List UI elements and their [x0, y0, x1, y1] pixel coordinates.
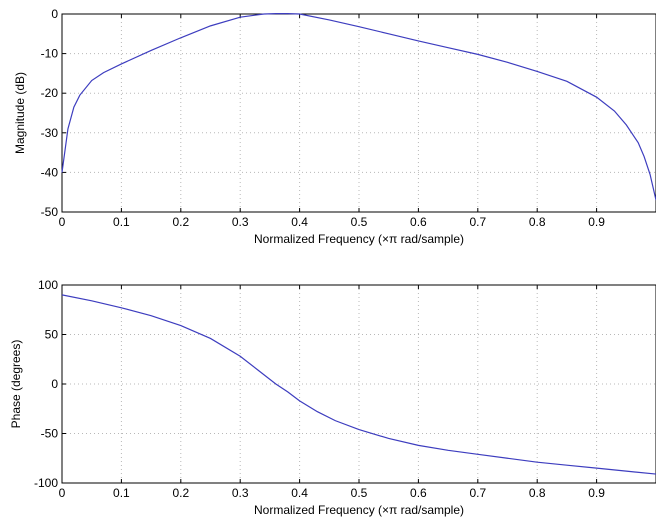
- magnitude-subplot: 0 0.1 0.2 0.3 0.4 0.5 0.6 0.7 0.8 0.9 0 -10 -20 -30 -4…: [13, 7, 656, 246]
- magnitude-y-tick-label: -50: [41, 205, 59, 219]
- phase-y-tick-label: 100: [38, 278, 58, 292]
- magnitude-x-tick-label: 0.1: [113, 215, 130, 229]
- phase-y-tick-label: 50: [45, 328, 59, 342]
- magnitude-y-tick-label: -30: [41, 126, 59, 140]
- magnitude-x-tick-label: 0.8: [529, 215, 546, 229]
- magnitude-x-tick-label: 0.6: [410, 215, 427, 229]
- phase-ylabel: Phase (degrees): [9, 340, 23, 429]
- magnitude-y-tick-label: -10: [41, 47, 59, 61]
- magnitude-x-tick-label: 0.9: [588, 215, 605, 229]
- phase-x-tick-label: 0.5: [351, 486, 368, 500]
- phase-grid: [62, 285, 656, 483]
- phase-y-tick-label: -50: [41, 427, 59, 441]
- phase-series: [61, 294, 656, 475]
- magnitude-ylabel: Magnitude (dB): [13, 72, 27, 154]
- magnitude-grid: [62, 14, 656, 212]
- phase-y-tick-label: 0: [51, 377, 58, 391]
- phase-x-tick-label: 0: [59, 486, 66, 500]
- phase-x-tick-label: 0.6: [410, 486, 427, 500]
- magnitude-x-tick-label: 0.7: [469, 215, 486, 229]
- phase-x-tick-label: 0.7: [469, 486, 486, 500]
- phase-response-line: [61, 294, 656, 475]
- phase-x-tick-label: 0.9: [588, 486, 605, 500]
- phase-x-tick-label: 0.1: [113, 486, 130, 500]
- magnitude-x-tick-label: 0.5: [351, 215, 368, 229]
- phase-xlabel: Normalized Frequency (×π rad/sample): [254, 503, 464, 517]
- phase-y-tick-label: -100: [34, 476, 58, 490]
- phase-x-tick-label: 0.8: [529, 486, 546, 500]
- phase-x-tick-label: 0.2: [172, 486, 189, 500]
- magnitude-x-tick-label: 0.4: [291, 215, 308, 229]
- phase-x-tick-label: 0.4: [291, 486, 308, 500]
- phase-subplot: 0 0.1 0.2 0.3 0.4 0.5 0.6 0.7 0.8 0.9 100 50 0 -50 -10…: [9, 278, 656, 517]
- magnitude-response-line: [61, 13, 656, 201]
- magnitude-y-tick-label: -40: [41, 165, 59, 179]
- magnitude-series: [61, 13, 656, 201]
- magnitude-x-tick-label: 0.2: [172, 215, 189, 229]
- phase-x-tick-label: 0.3: [232, 486, 249, 500]
- phase-ticks: 0 0.1 0.2 0.3 0.4 0.5 0.6 0.7 0.8 0.9 100 50 0 -50 -10…: [34, 278, 605, 500]
- magnitude-y-tick-label: -20: [41, 86, 59, 100]
- magnitude-x-tick-label: 0: [59, 215, 66, 229]
- magnitude-y-tick-label: 0: [51, 7, 58, 21]
- magnitude-x-tick-label: 0.3: [232, 215, 249, 229]
- magnitude-xlabel: Normalized Frequency (×π rad/sample): [254, 232, 464, 246]
